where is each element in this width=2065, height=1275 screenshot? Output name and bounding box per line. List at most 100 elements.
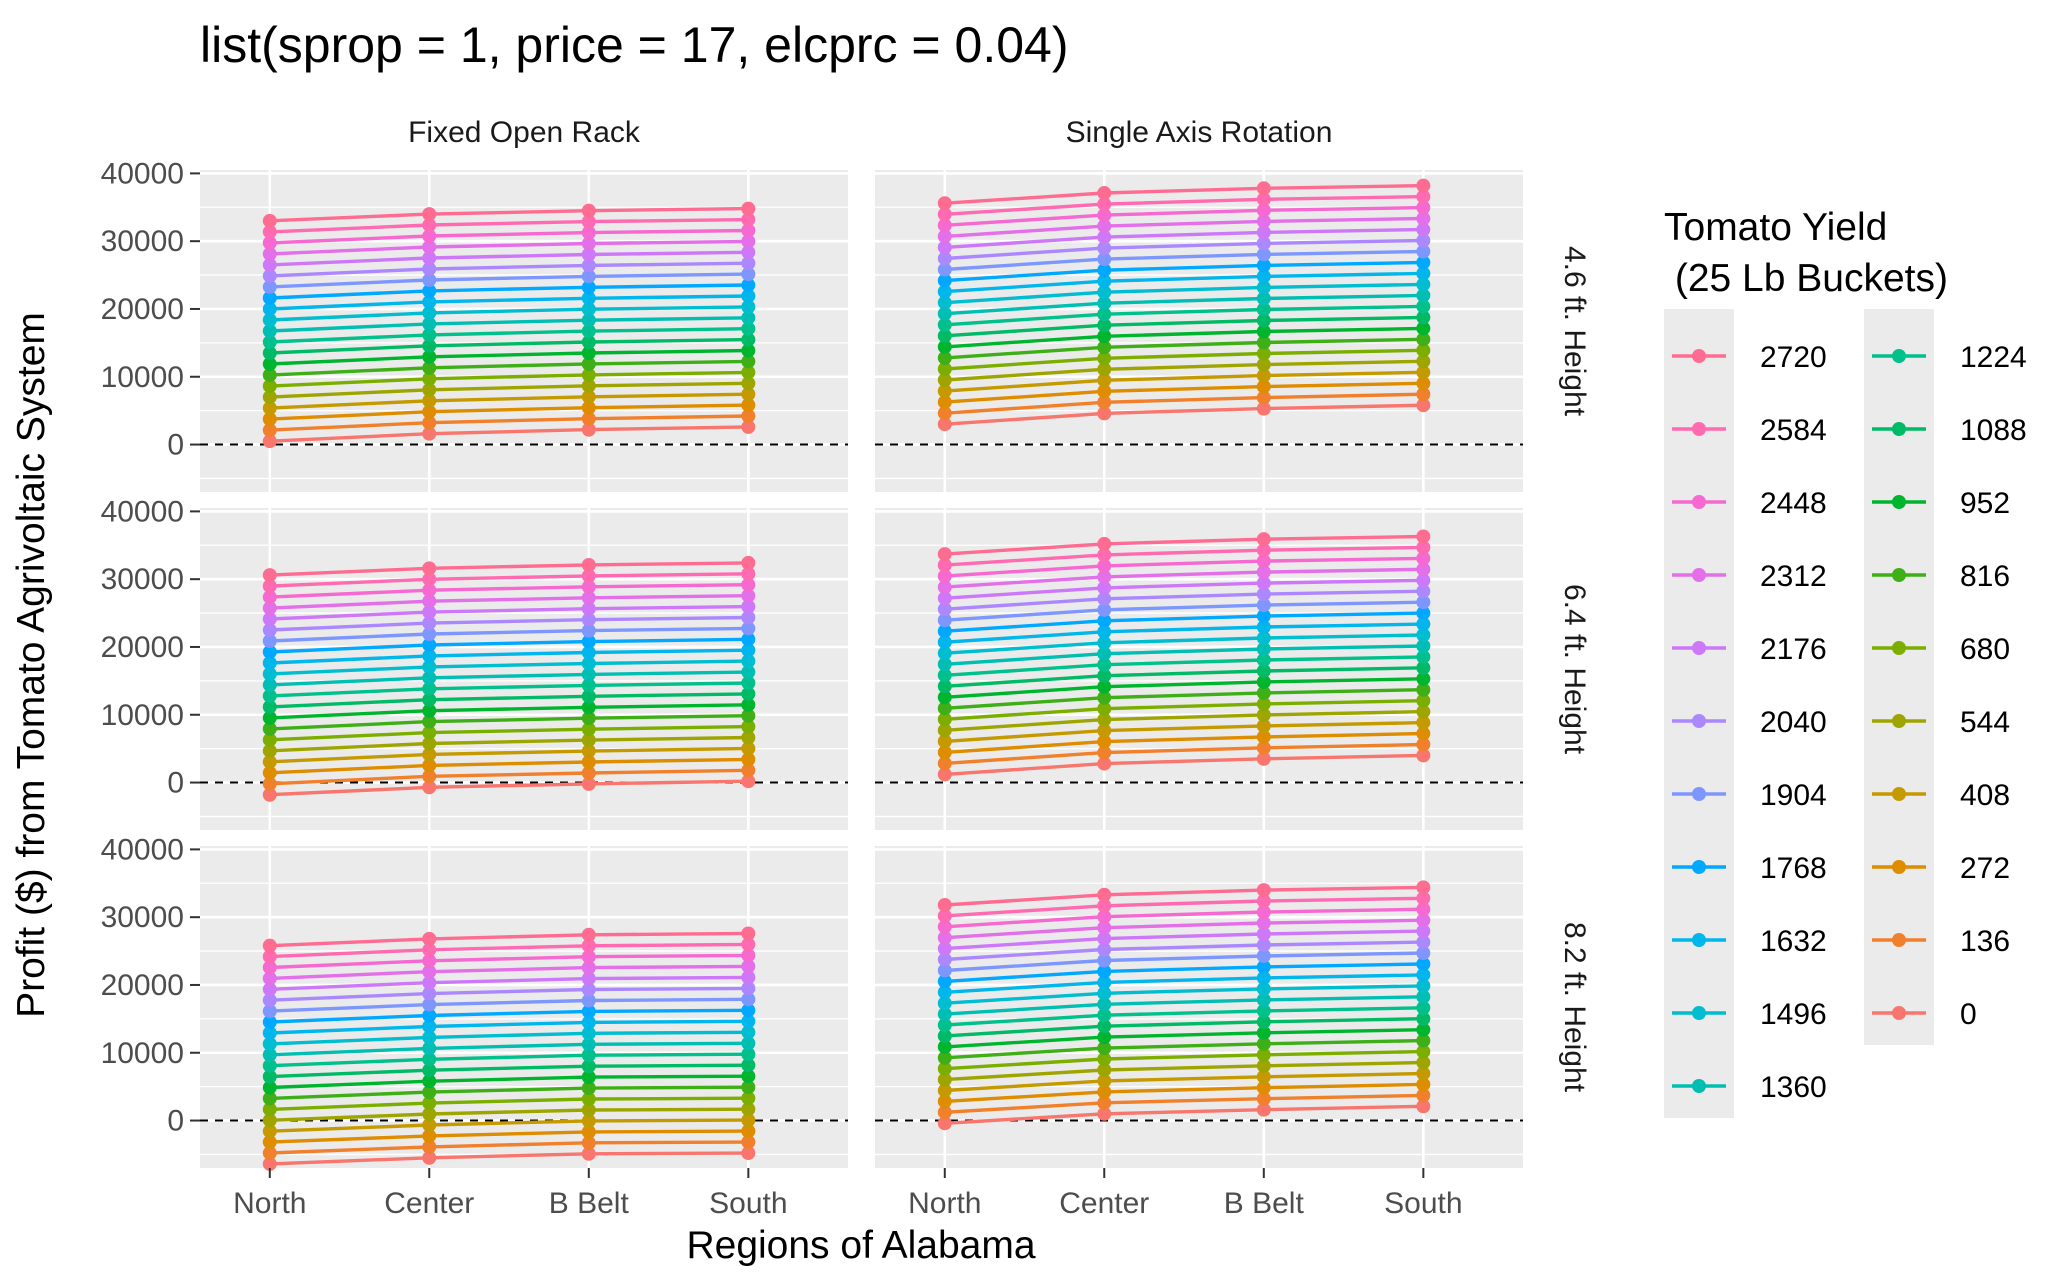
data-point-yield-1496 (937, 996, 952, 1011)
series-line-yield-1768 (269, 1008, 749, 1024)
legend-label: 952 (1960, 487, 2010, 520)
data-point-yield-1768 (422, 637, 437, 652)
data-point-yield-1224 (422, 1052, 437, 1067)
legend-title-line1: Tomato Yield (1664, 206, 1887, 249)
data-point-yield-136 (741, 1135, 756, 1150)
legend-swatch-point (1692, 641, 1706, 655)
data-point-yield-1496 (1416, 978, 1431, 993)
series-line-yield-1768 (269, 637, 749, 654)
data-point-yield-816 (581, 711, 596, 726)
data-point-yield-0 (262, 787, 277, 802)
data-point-yield-1904 (1416, 946, 1431, 961)
legend-swatch-point (1692, 349, 1706, 363)
data-point-yield-2448 (1416, 551, 1431, 566)
data-point-yield-816 (937, 701, 952, 716)
strip-label-row: 6.4 ft. Height (1558, 584, 1591, 755)
panel-3-1 (200, 846, 848, 1171)
series-line-yield-2584 (944, 545, 1424, 567)
data-point-yield-1360 (741, 310, 756, 325)
data-point-yield-1632 (1416, 967, 1431, 982)
data-point-yield-0 (262, 1156, 277, 1171)
data-point-yield-952 (422, 703, 437, 718)
data-point-yield-1904 (581, 623, 596, 638)
data-point-yield-136 (1416, 737, 1431, 752)
legend-key-column (1664, 309, 1734, 1118)
data-point-yield-2040 (262, 268, 277, 283)
data-point-yield-2720 (1416, 529, 1431, 544)
data-point-yield-1360 (262, 324, 277, 338)
data-point-yield-1904 (937, 262, 952, 277)
data-point-yield-0 (422, 1150, 437, 1165)
legend-label: 816 (1960, 560, 2010, 593)
series-line-yield-2448 (269, 583, 749, 599)
data-point-yield-2584 (741, 937, 756, 952)
data-point-yield-272 (937, 745, 952, 760)
data-point-yield-1224 (1416, 299, 1431, 314)
data-point-yield-0 (1097, 406, 1112, 421)
data-point-yield-2312 (262, 601, 277, 616)
data-point-yield-2448 (422, 583, 437, 598)
y-tick-label: 40000 (101, 495, 184, 528)
series-line-yield-952 (944, 326, 1424, 349)
data-point-yield-2584 (262, 579, 277, 594)
data-point-yield-2448 (1256, 905, 1271, 920)
data-point-yield-544 (741, 730, 756, 745)
data-point-yield-952 (1256, 674, 1271, 689)
data-point-yield-2312 (1416, 913, 1431, 928)
data-point-yield-408 (581, 389, 596, 404)
data-point-yield-1088 (1416, 1011, 1431, 1026)
data-point-yield-816 (1416, 682, 1431, 697)
data-point-yield-136 (741, 409, 756, 424)
data-point-yield-1360 (741, 1036, 756, 1051)
data-point-yield-2720 (581, 203, 596, 218)
series-line-yield-1768 (269, 283, 749, 300)
data-point-yield-1360 (741, 665, 756, 680)
data-point-yield-1224 (581, 1048, 596, 1063)
series-line-yield-2040 (269, 986, 749, 1002)
data-point-yield-544 (581, 733, 596, 748)
data-point-yield-1904 (422, 997, 437, 1012)
data-point-yield-2584 (422, 218, 437, 233)
data-point-yield-1496 (937, 295, 952, 310)
data-point-yield-408 (937, 384, 952, 399)
series-line-yield-136 (269, 768, 749, 786)
data-point-yield-952 (1097, 679, 1112, 694)
data-point-yield-2040 (937, 602, 952, 617)
legend-swatch-point (1692, 714, 1706, 728)
data-point-yield-1768 (1097, 964, 1112, 979)
series-line-yield-1632 (269, 294, 749, 311)
series-line-yield-0 (944, 753, 1424, 777)
data-point-yield-816 (581, 356, 596, 371)
series-line-yield-2312 (944, 918, 1424, 940)
data-point-yield-1088 (262, 1069, 277, 1084)
data-point-yield-1224 (1256, 1003, 1271, 1018)
data-point-yield-2720 (741, 555, 756, 570)
data-point-yield-2584 (1416, 189, 1431, 204)
data-point-yield-136 (422, 1139, 437, 1154)
legend-swatch-point (1892, 860, 1906, 874)
data-point-yield-1904 (1097, 602, 1112, 617)
data-point-yield-1768 (937, 974, 952, 989)
data-point-yield-1632 (581, 1015, 596, 1030)
data-point-yield-2176 (262, 982, 277, 997)
data-point-yield-1224 (937, 1018, 952, 1033)
data-point-yield-2040 (1256, 236, 1271, 251)
data-point-yield-2448 (581, 225, 596, 240)
data-point-yield-136 (937, 1105, 952, 1120)
data-point-yield-408 (262, 401, 277, 416)
data-point-yield-544 (937, 373, 952, 388)
data-point-yield-0 (741, 774, 756, 789)
data-point-yield-2448 (1256, 203, 1271, 218)
data-point-yield-2312 (422, 594, 437, 609)
data-point-yield-1904 (262, 1004, 277, 1019)
series-line-yield-1496 (269, 305, 749, 322)
data-point-yield-544 (422, 736, 437, 751)
data-point-yield-1632 (262, 655, 277, 670)
data-point-yield-1088 (1256, 1014, 1271, 1029)
data-point-yield-1632 (581, 645, 596, 660)
data-point-yield-952 (1097, 1030, 1112, 1045)
data-point-yield-1224 (741, 675, 756, 690)
y-tick-label: 20000 (101, 969, 184, 1002)
legend-label: 1224 (1960, 341, 2027, 374)
data-point-yield-1904 (937, 963, 952, 978)
